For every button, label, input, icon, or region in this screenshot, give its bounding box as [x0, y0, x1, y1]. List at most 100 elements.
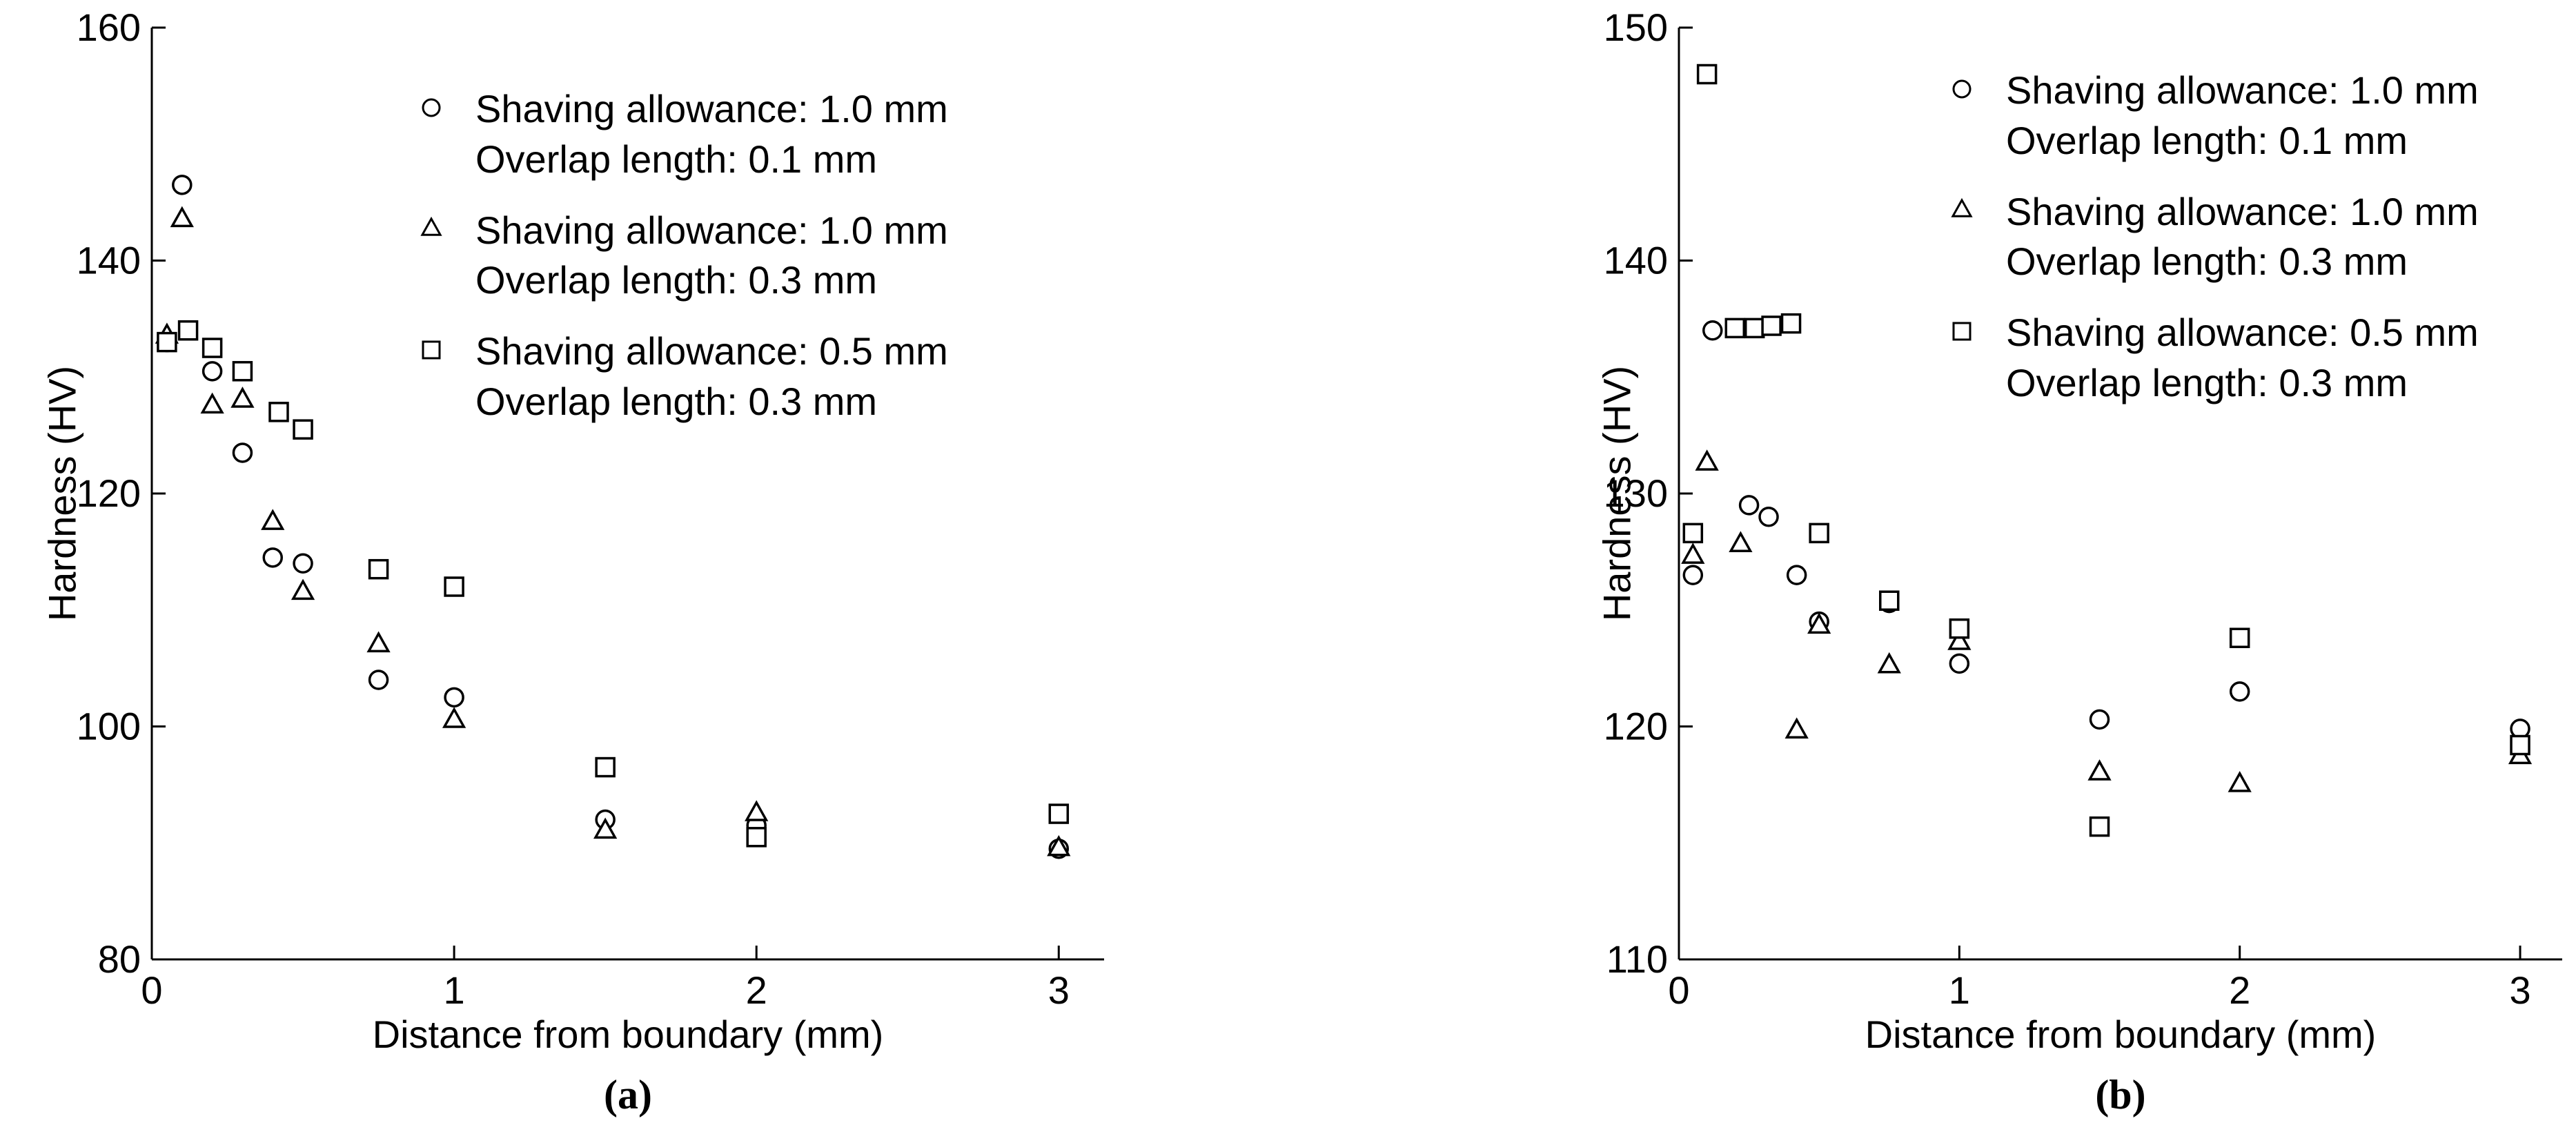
triangle-marker	[261, 509, 285, 530]
triangle-marker	[1681, 543, 1705, 564]
triangle-marker	[230, 387, 255, 408]
square-marker	[2229, 627, 2250, 648]
square-marker	[595, 756, 616, 778]
triangle-marker	[1047, 834, 1071, 857]
circle-marker	[232, 442, 253, 463]
chart-panel-b: 0 1 2 3 110 120 130 140 150 Hardness (HV) Distan…	[1582, 0, 2576, 1143]
square-marker	[1696, 63, 1718, 85]
circle-marker-icon	[1952, 79, 1972, 99]
square-marker	[268, 402, 289, 422]
legend: Shaving allowance: 1.0 mm Overlap length…	[416, 84, 948, 448]
square-marker	[2089, 816, 2110, 837]
circle-marker	[2089, 709, 2110, 730]
y-tick-label: 120	[77, 471, 141, 515]
square-marker-icon	[1952, 322, 1972, 341]
square-marker	[1949, 618, 1970, 639]
circle-marker	[1786, 565, 1807, 585]
x-axis-label: Distance from boundary (mm)	[372, 1013, 884, 1056]
x-tick-label: 3	[2509, 968, 2530, 1012]
circle-marker-icon	[422, 98, 441, 117]
legend-text: Shaving allowance: 1.0 mm Overlap length…	[475, 206, 948, 306]
square-marker	[1724, 318, 1746, 339]
circle-marker	[1682, 565, 1704, 585]
x-tick-label: 0	[1668, 968, 1689, 1012]
legend-entry: Shaving allowance: 0.5 mm Overlap length…	[1947, 308, 2479, 409]
y-tick-label: 140	[77, 239, 141, 282]
triangle-marker-icon	[420, 216, 442, 236]
circle-marker	[444, 687, 464, 708]
circle-marker	[368, 670, 389, 690]
square-marker	[1682, 522, 1704, 544]
square-marker	[201, 338, 223, 358]
circle-marker	[2229, 681, 2250, 702]
square-marker	[422, 340, 441, 360]
square-marker-icon	[422, 340, 441, 360]
circle-marker	[1702, 320, 1723, 341]
y-tick-label: 150	[1604, 6, 1668, 49]
triangle-marker	[1951, 197, 1973, 217]
y-tick-label: 80	[98, 937, 141, 981]
legend-entry: Shaving allowance: 1.0 mm Overlap length…	[1947, 66, 2479, 166]
circle-marker	[422, 98, 441, 117]
circle-marker	[201, 361, 223, 382]
triangle-marker	[1729, 531, 1753, 552]
square-marker	[444, 576, 464, 597]
x-tick-label: 1	[1949, 968, 1970, 1012]
triangle-marker	[1784, 717, 1809, 739]
square-marker	[1048, 803, 1070, 824]
scatter-plot-a: 0 1 2 3 80 100 120 140 160	[77, 6, 1104, 1012]
square-marker	[232, 361, 253, 382]
legend-line: Shaving allowance: 0.5 mm	[475, 329, 948, 373]
y-tick-label: 160	[77, 6, 141, 49]
triangle-marker	[2087, 759, 2112, 781]
y-tick-label: 130	[1604, 471, 1668, 515]
triangle-marker	[442, 707, 466, 728]
triangle-marker	[1695, 449, 1719, 471]
y-tick-label: 100	[77, 705, 141, 748]
square-marker	[2510, 734, 2530, 756]
legend-entry: Shaving allowance: 0.5 mm Overlap length…	[416, 326, 948, 427]
legend-text: Shaving allowance: 1.0 mm Overlap length…	[475, 84, 948, 185]
square-marker	[1809, 522, 1829, 544]
legend-entry: Shaving allowance: 1.0 mm Overlap length…	[416, 206, 948, 306]
triangle-marker	[200, 392, 224, 414]
x-tick-label: 0	[141, 968, 162, 1012]
legend-entry: Shaving allowance: 1.0 mm Overlap length…	[416, 84, 948, 185]
legend-text: Shaving allowance: 0.5 mm Overlap length…	[475, 326, 948, 427]
legend-line: Shaving allowance: 1.0 mm	[2006, 189, 2479, 233]
triangle-marker	[2228, 771, 2252, 792]
legend-line: Overlap length: 0.3 mm	[2006, 360, 2408, 404]
legend-line: Overlap length: 0.3 mm	[475, 379, 878, 423]
legend-entry: Shaving allowance: 1.0 mm Overlap length…	[1947, 187, 2479, 288]
x-tick-label: 1	[444, 968, 465, 1012]
square-marker	[1879, 590, 1900, 611]
y-axis-label: Hardness (HV)	[1595, 365, 1639, 622]
circle-marker	[172, 175, 193, 195]
circle-marker	[1758, 507, 1779, 527]
x-tick-label: 2	[746, 968, 767, 1012]
legend-text: Shaving allowance: 1.0 mm Overlap length…	[2006, 66, 2479, 166]
legend: Shaving allowance: 1.0 mm Overlap length…	[1947, 66, 2479, 429]
square-marker	[746, 827, 767, 848]
legend-line: Overlap length: 0.3 mm	[2006, 240, 2408, 284]
legend-line: Overlap length: 0.1 mm	[475, 137, 878, 181]
circle-marker	[293, 553, 313, 574]
triangle-marker	[1877, 652, 1901, 674]
square-marker	[1780, 313, 1802, 334]
x-axis-label: Distance from boundary (mm)	[1865, 1013, 2377, 1056]
triangle-marker	[1807, 612, 1831, 634]
triangle-marker	[366, 631, 391, 653]
square-marker	[177, 320, 199, 341]
circle-marker	[1949, 653, 1970, 674]
triangle-marker	[1947, 629, 1972, 650]
legend-text: Shaving allowance: 0.5 mm Overlap length…	[2006, 308, 2479, 409]
square-marker	[293, 419, 313, 440]
triangle-marker	[745, 800, 769, 821]
circle-marker	[1952, 79, 1972, 99]
triangle-marker	[420, 216, 442, 236]
legend-line: Shaving allowance: 1.0 mm	[475, 87, 948, 130]
y-axis-label: Hardness (HV)	[40, 365, 84, 622]
legend-text: Shaving allowance: 1.0 mm Overlap length…	[2006, 187, 2479, 288]
caption-a: (a)	[604, 1072, 652, 1117]
